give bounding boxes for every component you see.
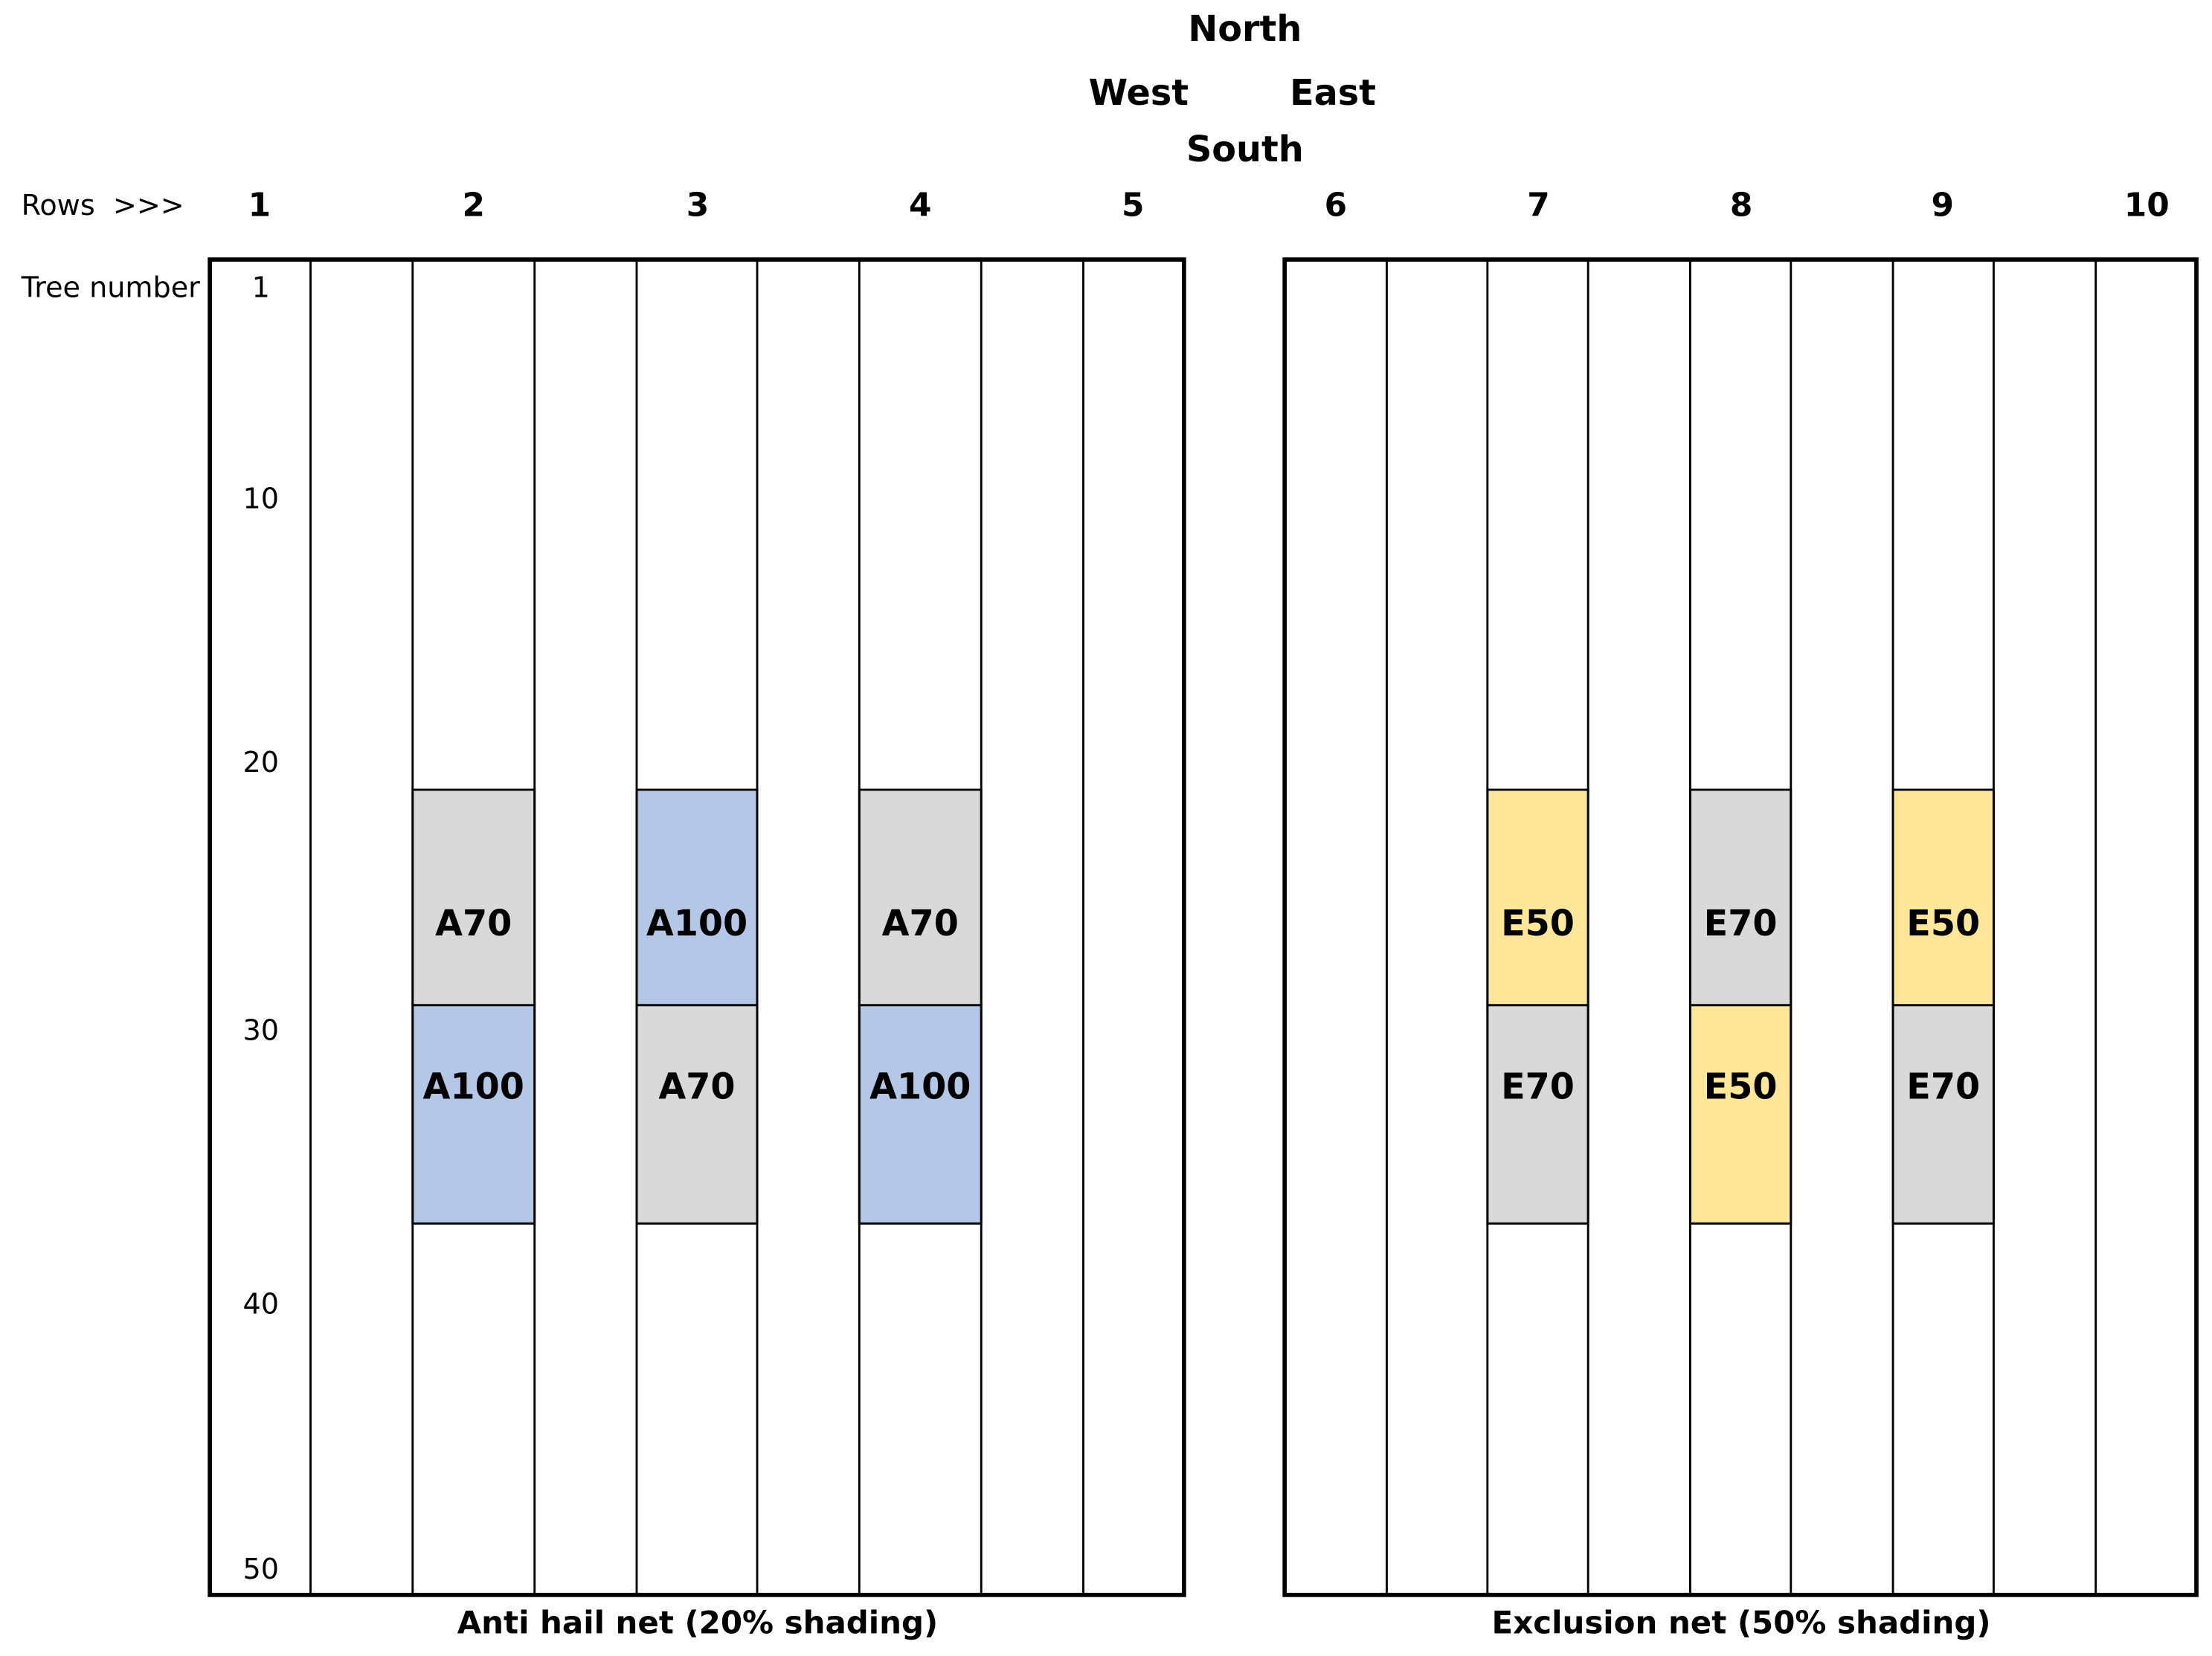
row-number: 5 bbox=[1122, 186, 1145, 224]
plot bbox=[1891, 788, 1995, 1007]
row-number: 6 bbox=[1325, 186, 1348, 224]
plot-label: A100 bbox=[869, 1066, 971, 1107]
plot-label: E70 bbox=[1906, 1066, 1980, 1107]
row-number: 2 bbox=[462, 186, 485, 224]
compass-south: South bbox=[1186, 129, 1304, 170]
tree-number: 40 bbox=[243, 1287, 280, 1320]
plot-label: A70 bbox=[435, 903, 512, 944]
plot bbox=[1689, 788, 1793, 1007]
tree-number: 50 bbox=[243, 1553, 280, 1585]
tree-number: 20 bbox=[243, 746, 280, 779]
row-number: 8 bbox=[1730, 186, 1753, 224]
plot bbox=[635, 788, 759, 1007]
tree-label: Tree number bbox=[21, 271, 201, 304]
row-number: 3 bbox=[687, 186, 710, 224]
plot-label: E70 bbox=[1501, 1066, 1575, 1107]
tree-number: 1 bbox=[252, 271, 270, 304]
plot bbox=[858, 788, 983, 1007]
rows-label: Rows >>> bbox=[22, 189, 184, 222]
plot bbox=[635, 1004, 759, 1225]
plot bbox=[1689, 1004, 1793, 1225]
plot-label: E70 bbox=[1704, 903, 1778, 944]
row-number: 9 bbox=[1932, 186, 1955, 224]
plot-label: A100 bbox=[646, 903, 747, 944]
compass-north: North bbox=[1188, 9, 1302, 50]
net-caption: Exclusion net (50% shading) bbox=[1492, 1604, 1991, 1640]
net-box bbox=[1282, 257, 2199, 1597]
tree-number: 30 bbox=[243, 1014, 280, 1047]
compass-east: East bbox=[1290, 73, 1376, 114]
plot bbox=[1486, 1004, 1589, 1225]
row-number: 4 bbox=[909, 186, 932, 224]
plot-label: A70 bbox=[658, 1066, 735, 1107]
tree-number: 10 bbox=[243, 483, 280, 515]
row-number: 7 bbox=[1527, 186, 1550, 224]
plot bbox=[411, 1004, 536, 1225]
plot bbox=[858, 1004, 983, 1225]
plot-label: E50 bbox=[1704, 1066, 1778, 1107]
plot bbox=[1891, 1004, 1995, 1225]
compass-west: West bbox=[1089, 73, 1189, 114]
row-number: 10 bbox=[2124, 186, 2170, 224]
plot-label: A100 bbox=[423, 1066, 524, 1107]
plot-label: E50 bbox=[1906, 903, 1980, 944]
row-number: 1 bbox=[248, 186, 271, 224]
net-box bbox=[208, 257, 1186, 1597]
plot-label: A70 bbox=[882, 903, 959, 944]
net-caption: Anti hail net (20% shading) bbox=[457, 1604, 939, 1640]
plot bbox=[1486, 788, 1589, 1007]
plot bbox=[411, 788, 536, 1007]
plot-label: E50 bbox=[1501, 903, 1575, 944]
